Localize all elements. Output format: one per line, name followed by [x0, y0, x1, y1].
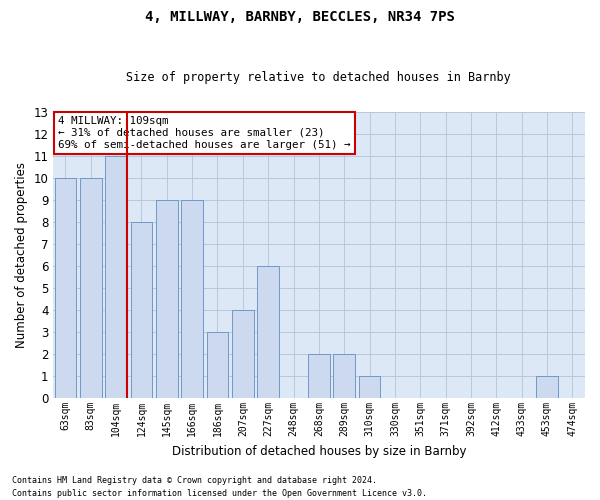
X-axis label: Distribution of detached houses by size in Barnby: Distribution of detached houses by size …: [172, 444, 466, 458]
Bar: [80, 178, 101, 398]
Bar: [156, 200, 178, 398]
Bar: [257, 266, 279, 398]
Bar: [359, 376, 380, 398]
Bar: [181, 200, 203, 398]
Bar: [308, 354, 329, 398]
Bar: [232, 310, 254, 398]
Text: 4 MILLWAY: 109sqm
← 31% of detached houses are smaller (23)
69% of semi-detached: 4 MILLWAY: 109sqm ← 31% of detached hous…: [58, 116, 350, 150]
Bar: [207, 332, 228, 398]
Text: Contains HM Land Registry data © Crown copyright and database right 2024.
Contai: Contains HM Land Registry data © Crown c…: [12, 476, 427, 498]
Bar: [131, 222, 152, 398]
Bar: [55, 178, 76, 398]
Title: Size of property relative to detached houses in Barnby: Size of property relative to detached ho…: [127, 72, 511, 85]
Text: 4, MILLWAY, BARNBY, BECCLES, NR34 7PS: 4, MILLWAY, BARNBY, BECCLES, NR34 7PS: [145, 10, 455, 24]
Bar: [106, 156, 127, 398]
Bar: [334, 354, 355, 398]
Y-axis label: Number of detached properties: Number of detached properties: [15, 162, 28, 348]
Bar: [536, 376, 558, 398]
